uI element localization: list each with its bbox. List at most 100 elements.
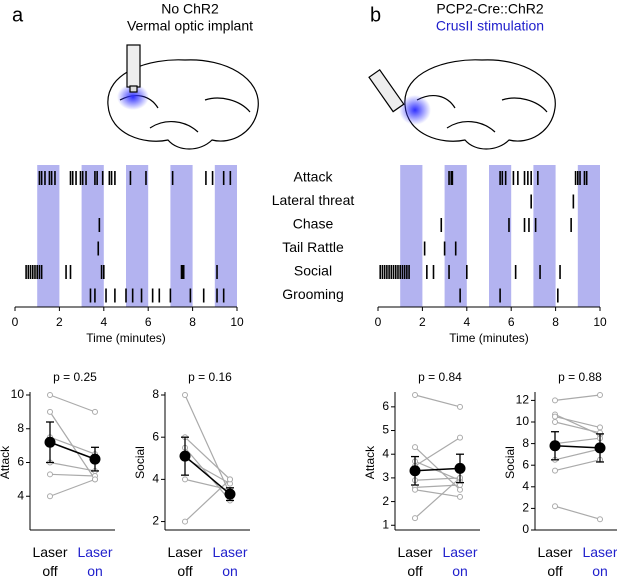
y-tick-label: 3 <box>382 470 389 484</box>
behavior-label: Tail Rattle <box>282 239 344 255</box>
subject-line <box>49 394 96 413</box>
stim-band <box>214 165 237 307</box>
y-tick-label: 12 <box>516 393 530 407</box>
behavior-label: Chase <box>293 216 334 232</box>
subject-line <box>414 477 461 481</box>
subject-point <box>412 486 418 493</box>
subject-point <box>552 397 558 404</box>
x-tick-label: 2 <box>419 315 426 329</box>
subject-line <box>414 437 461 467</box>
mean-point <box>44 436 56 448</box>
x-tick-label: 10 <box>230 315 244 329</box>
subject-line <box>49 436 96 455</box>
mean-point <box>454 462 466 474</box>
y-axis-label: Social <box>133 446 147 479</box>
x-tick-label: 0 <box>375 315 382 329</box>
p-value: p = 0.88 <box>558 370 602 384</box>
y-tick-label: 2 <box>152 514 159 528</box>
subject-point <box>92 408 98 415</box>
y-tick-label: 6 <box>152 429 159 443</box>
subject-point <box>552 419 558 425</box>
p-value: p = 0.16 <box>188 370 232 384</box>
category-label: Laser on <box>442 544 477 579</box>
subject-point <box>597 424 603 431</box>
behavior-label: Grooming <box>282 286 343 302</box>
subject-line <box>554 448 601 461</box>
category-label: Laser on <box>212 544 247 579</box>
mean-line <box>554 445 601 449</box>
subject-point <box>412 392 418 398</box>
y-tick-label: 10 <box>516 414 530 428</box>
subject-line <box>49 473 96 477</box>
subtitle: Vermal optic implant <box>127 18 253 34</box>
x-tick-label: 8 <box>552 315 559 329</box>
stim-band <box>577 165 600 307</box>
y-tick-label: 6 <box>522 457 529 471</box>
x-tick-label: 4 <box>100 315 107 329</box>
y-tick-label: 4 <box>152 472 159 486</box>
subject-point <box>552 503 558 510</box>
mean-line <box>49 441 96 460</box>
y-tick-label: 10 <box>11 387 25 401</box>
subject-point <box>457 493 463 500</box>
subject-point <box>47 493 53 500</box>
x-axis-label: Time (minutes) <box>86 331 166 345</box>
category-label: Laser off <box>167 544 202 579</box>
mean-point <box>549 440 561 452</box>
subject-point <box>182 392 188 398</box>
subject-point <box>412 444 418 451</box>
subject-point <box>92 476 98 483</box>
subject-line <box>184 394 231 495</box>
behavior-label: Attack <box>294 169 334 185</box>
subtitle: CrusII stimulation <box>436 18 544 34</box>
y-tick-label: 8 <box>522 436 529 450</box>
x-tick-label: 8 <box>189 315 196 329</box>
y-tick-label: 6 <box>17 455 24 469</box>
panel-label: a <box>12 4 24 26</box>
x-tick-label: 6 <box>145 315 152 329</box>
p-value: p = 0.25 <box>53 370 97 384</box>
stim-band <box>126 165 149 307</box>
subject-point <box>457 434 463 441</box>
subject-point <box>47 392 53 398</box>
subject-line <box>414 489 461 498</box>
y-tick-label: 2 <box>522 501 529 515</box>
subject-line <box>554 394 601 401</box>
stim-band <box>81 165 104 307</box>
category-label: Laser off <box>397 544 432 579</box>
y-tick-label: 4 <box>17 488 24 502</box>
y-tick-label: 6 <box>382 399 389 413</box>
subject-point <box>552 467 558 474</box>
y-tick-label: 0 <box>522 522 529 536</box>
subject-point <box>227 476 233 483</box>
y-tick-label: 4 <box>522 479 529 493</box>
subject-point <box>597 516 603 523</box>
y-tick-label: 8 <box>17 421 24 435</box>
mean-point <box>179 450 191 462</box>
subject-line <box>184 436 231 480</box>
category-label: Laser on <box>582 544 617 579</box>
title: No ChR2 <box>161 1 219 17</box>
brain-a <box>107 44 259 150</box>
subject-line <box>414 460 461 481</box>
stim-band <box>489 165 512 307</box>
panel-label: b <box>370 4 381 26</box>
y-tick-label: 8 <box>152 387 159 401</box>
mean-point <box>224 488 236 500</box>
subject-line <box>554 437 601 445</box>
subject-line <box>49 461 96 472</box>
x-tick-label: 6 <box>508 315 515 329</box>
stim-band <box>37 165 60 307</box>
behavior-label: Social <box>294 263 332 279</box>
x-tick-label: 10 <box>593 315 607 329</box>
subject-line <box>414 477 461 519</box>
subject-line <box>184 447 231 501</box>
y-tick-label: 5 <box>382 423 389 437</box>
y-tick-label: 2 <box>382 494 389 508</box>
stim-band <box>533 165 556 307</box>
subject-point <box>597 392 603 398</box>
brain-b <box>368 59 556 150</box>
y-axis-label: Attack <box>0 445 12 479</box>
